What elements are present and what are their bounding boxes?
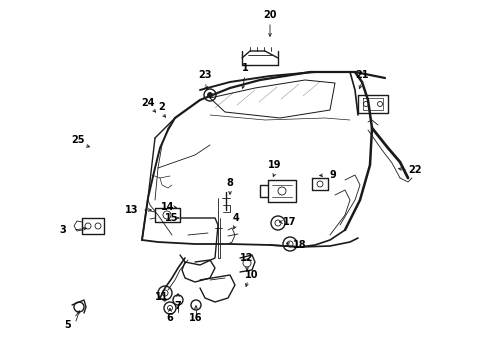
Text: 21: 21	[355, 70, 369, 80]
Text: 6: 6	[167, 313, 173, 323]
Text: 19: 19	[268, 160, 282, 170]
Text: 4: 4	[233, 213, 240, 223]
Text: 1: 1	[242, 63, 248, 73]
Text: 12: 12	[240, 253, 254, 263]
Text: 10: 10	[245, 270, 259, 280]
Text: 3: 3	[60, 225, 66, 235]
Text: 23: 23	[198, 70, 212, 80]
Text: 13: 13	[125, 205, 139, 215]
Circle shape	[207, 93, 213, 98]
Text: 22: 22	[408, 165, 422, 175]
Text: 14: 14	[161, 202, 175, 212]
Text: 9: 9	[330, 170, 336, 180]
Text: 16: 16	[189, 313, 203, 323]
Text: 18: 18	[293, 240, 307, 250]
Text: 20: 20	[263, 10, 277, 20]
Text: 2: 2	[159, 102, 166, 112]
Text: 11: 11	[155, 292, 169, 302]
Text: 7: 7	[174, 301, 181, 311]
Text: 15: 15	[165, 213, 179, 223]
Text: 17: 17	[283, 217, 297, 227]
Text: 8: 8	[226, 178, 233, 188]
Text: 25: 25	[71, 135, 85, 145]
Text: 5: 5	[65, 320, 72, 330]
Text: 24: 24	[141, 98, 155, 108]
